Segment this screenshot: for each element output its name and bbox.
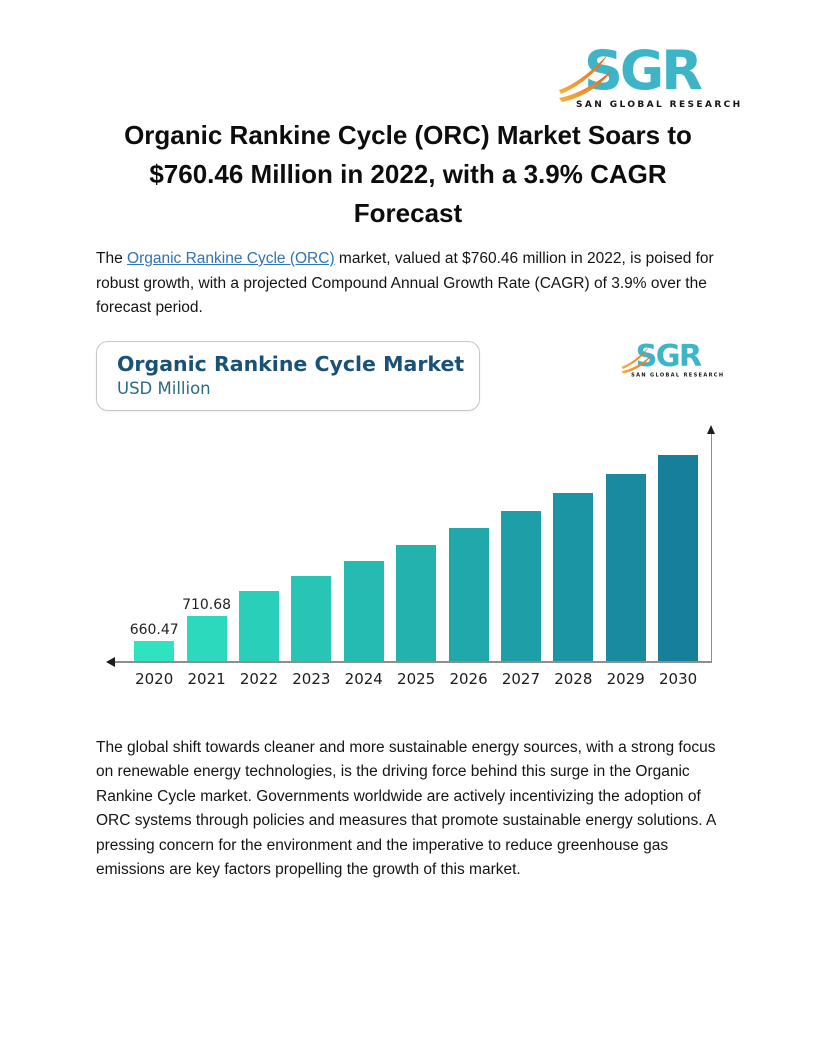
orc-hyperlink[interactable]: Organic Rankine Cycle (ORC) (127, 250, 335, 267)
y-axis-line (710, 432, 712, 661)
x-tick-2020: 2020 (135, 669, 174, 688)
logo-subtext: SAN GLOBAL RESEARCH (576, 100, 743, 110)
chart-header: Organic Rankine Cycle Market USD Million (96, 337, 725, 411)
intro-post-link: market, valued at $760.46 million in 202… (96, 250, 714, 316)
page-title: Organic Rankine Cycle (ORC) Market Soars… (0, 116, 816, 233)
page-title-line1: Organic Rankine Cycle (ORC) Market Soars… (124, 120, 692, 150)
bar-2027 (500, 510, 541, 661)
bar-slot-2030 (652, 454, 704, 661)
x-tick-2024: 2024 (344, 669, 383, 688)
logo-swoosh-icon (621, 346, 652, 373)
intro-paragraph: The Organic Rankine Cycle (ORC) market, … (96, 247, 720, 321)
chart-logo-wrap: SGR SAN GLOBAL RESEARCH (621, 337, 725, 391)
x-tick-2030: 2030 (659, 669, 698, 688)
bar-2029 (605, 473, 646, 661)
bar-slot-2024 (338, 560, 390, 661)
bar-2021 (186, 615, 227, 661)
bar-slot-2026 (442, 527, 494, 661)
page-title-line3: Forecast (353, 198, 463, 228)
bar-2023 (291, 575, 332, 661)
chart-title-box: Organic Rankine Cycle Market USD Million (96, 340, 480, 411)
x-axis-left-arrow-icon (106, 656, 115, 667)
logo-text: SGR (635, 337, 703, 373)
bar-chart-plot: 660.47 710.68 (106, 424, 716, 667)
bar-2024 (343, 560, 384, 661)
bar-slot-2020: 660.47 (128, 622, 180, 661)
bar-2020 (134, 640, 175, 661)
bar-slot-2029 (600, 473, 652, 661)
intro-pre-link: The (96, 250, 128, 267)
chart-title: Organic Rankine Cycle Market (117, 351, 465, 376)
sgr-logo-small: SGR SAN GLOBAL RESEARCH (621, 337, 725, 378)
header: SGR SAN GLOBAL RESEARCH (0, 0, 816, 110)
chart-figure: Organic Rankine Cycle Market USD Million (96, 337, 725, 688)
y-axis-up-arrow-icon (707, 424, 716, 434)
x-tick-2027: 2027 (501, 669, 541, 688)
bars-row: 660.47 710.68 (128, 454, 704, 661)
bar-value-label-2020: 660.47 (129, 621, 179, 638)
logo-subtext: SAN GLOBAL RESEARCH (631, 371, 725, 378)
bar-slot-2023 (285, 575, 337, 661)
x-tick-2023: 2023 (292, 669, 331, 688)
x-tick-2029: 2029 (606, 669, 645, 688)
bar-value-label-2021: 710.68 (182, 596, 232, 613)
bar-2026 (448, 527, 489, 661)
body-paragraph: The global shift towards cleaner and mor… (96, 738, 716, 879)
bar-slot-2022 (233, 590, 285, 661)
bar-slot-2025 (390, 544, 442, 661)
logo-swoosh-icon (559, 54, 612, 102)
bar-2022 (238, 590, 279, 661)
x-tick-2028: 2028 (554, 669, 593, 688)
year-labels-row: 2020 2021 2022 2023 2024 2025 2026 2027 2028 2029… (128, 670, 720, 688)
bar-slot-2027 (495, 510, 547, 661)
sgr-logo: SGR SAN GLOBAL RESEARCH (559, 39, 743, 110)
logo-text: SGR (584, 39, 703, 102)
bar-slot-2021: 710.68 (180, 597, 232, 661)
page-title-line2: $760.46 Million in 2022, with a 3.9% CAG… (149, 159, 667, 189)
x-tick-2022: 2022 (239, 669, 279, 688)
x-tick-2021: 2021 (187, 669, 226, 688)
x-tick-2026: 2026 (449, 669, 488, 688)
bar-slot-2028 (547, 492, 599, 661)
bar-2030 (658, 454, 699, 661)
chart-subtitle: USD Million (117, 378, 211, 398)
bar-2025 (396, 544, 437, 661)
bar-2028 (553, 492, 594, 661)
x-tick-2025: 2025 (397, 669, 436, 688)
